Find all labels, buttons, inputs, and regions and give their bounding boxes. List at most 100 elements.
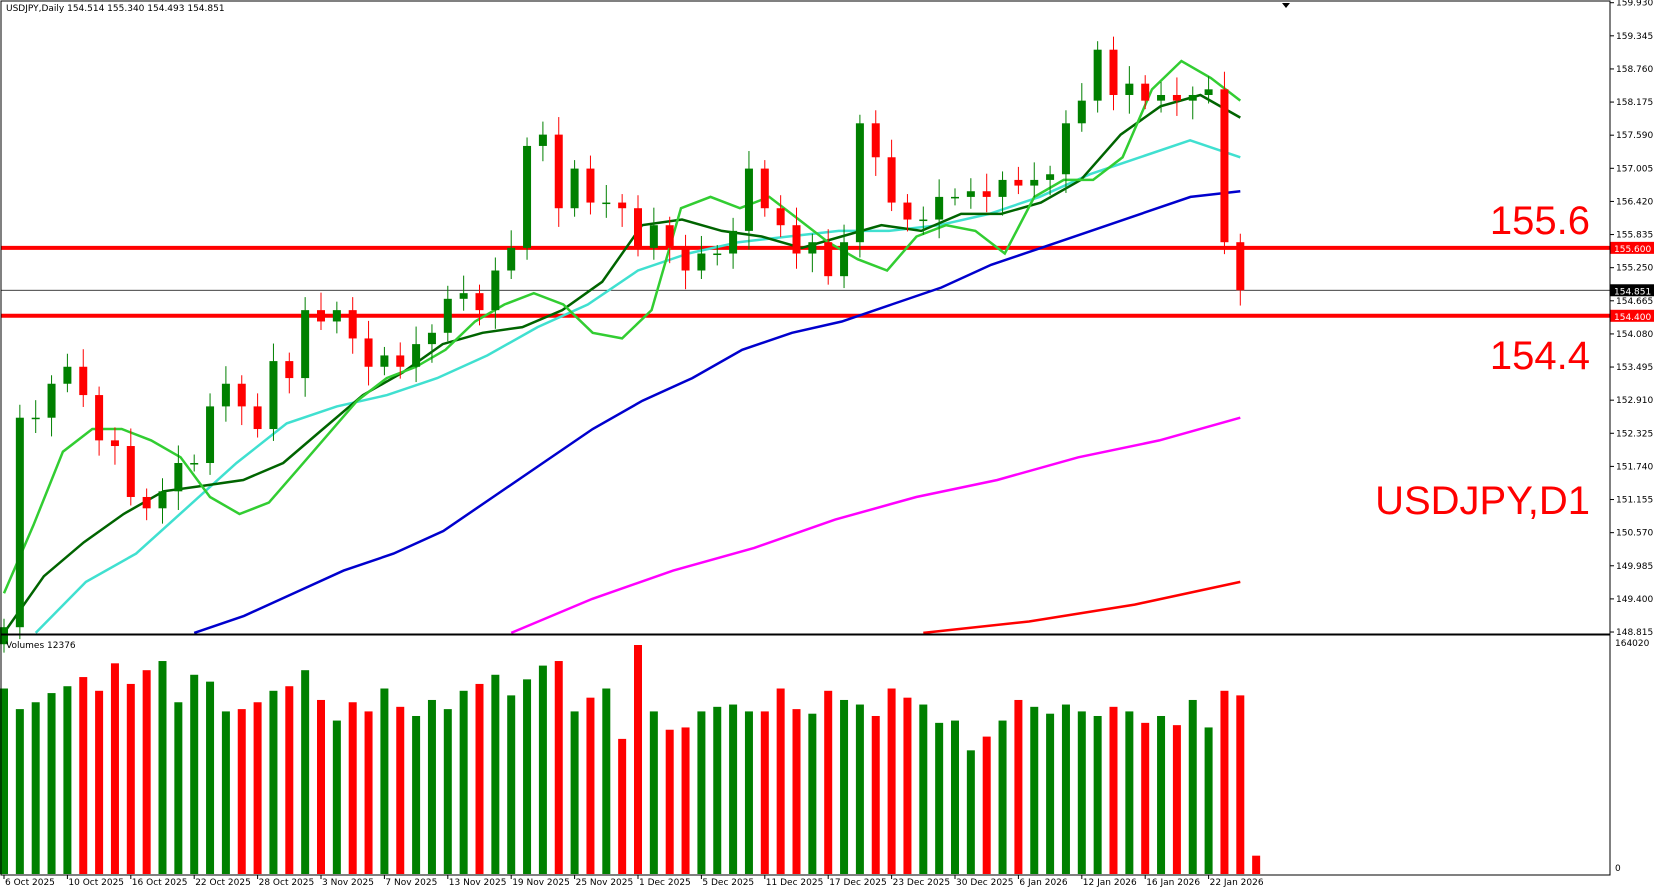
candle-body <box>174 463 183 492</box>
volume-bar <box>887 688 896 874</box>
axes <box>0 0 1611 876</box>
candle-body <box>380 355 389 367</box>
volume-axis-max: 164020 <box>1615 639 1650 649</box>
price-tick-label: 157.590 <box>1616 131 1653 141</box>
candle-body <box>237 383 246 407</box>
time-tick-label: 23 Dec 2025 <box>893 878 951 888</box>
volume-bar <box>1030 706 1039 874</box>
time-tick-label: 22 Jan 2026 <box>1210 878 1264 888</box>
candle-body <box>0 627 8 645</box>
candle-body <box>1204 89 1213 95</box>
price-tick-label: 154.665 <box>1616 297 1653 307</box>
candle-body <box>443 298 452 333</box>
volume-bar <box>301 670 310 874</box>
time-axis: 6 Oct 2025 10 Oct 2025 16 Oct 2025 22 Oct 2… <box>3 875 1264 888</box>
candle-body <box>190 463 199 465</box>
volume-bar <box>634 645 642 874</box>
candle-body <box>919 219 928 222</box>
price-tick-label: 156.420 <box>1616 197 1653 207</box>
price-tick-label: 151.155 <box>1616 496 1653 506</box>
candle-body <box>538 134 547 146</box>
candle-body <box>824 242 833 277</box>
volume-bar <box>1109 706 1118 874</box>
volume-bar <box>475 683 484 874</box>
price-tick-label: 158.175 <box>1616 98 1653 108</box>
candle-body <box>253 406 262 430</box>
volume-bar <box>1236 695 1245 874</box>
level-price-tag <box>1610 241 1654 254</box>
volume-bar <box>427 699 436 874</box>
volume-bars <box>0 645 1261 874</box>
volume-bar <box>0 688 8 874</box>
volume-bar <box>459 690 468 874</box>
level-price-tag-text: 155.600 <box>1614 245 1651 255</box>
time-tick-label: 5 Dec 2025 <box>702 878 754 888</box>
level-label-lower: 154.4 <box>1490 334 1590 378</box>
volume-bar <box>1157 715 1166 874</box>
volume-bar <box>998 720 1007 874</box>
volume-bar <box>760 711 769 874</box>
time-tick-label: 25 Nov 2025 <box>576 878 634 888</box>
ma-slow-red <box>923 580 1241 635</box>
candle-body <box>15 417 24 628</box>
candle-body <box>1141 83 1150 101</box>
volume-axis-min: 0 <box>1615 864 1621 874</box>
candle-body <box>158 491 167 509</box>
volume-bar <box>1188 699 1197 874</box>
candle-body <box>475 293 484 311</box>
volume-bar <box>396 706 405 874</box>
candle-body <box>618 202 627 209</box>
volume-bar <box>697 711 706 874</box>
candle-body <box>206 406 215 464</box>
volume-bar <box>1141 722 1150 874</box>
candle-body <box>1061 123 1070 175</box>
candle-body <box>317 310 325 322</box>
current-price-tag-text: 154.851 <box>1614 287 1651 297</box>
shift-marker-icon[interactable] <box>1282 3 1290 8</box>
candle-body <box>586 168 595 203</box>
candle-body <box>982 191 991 197</box>
volume-bar <box>269 690 278 874</box>
time-tick-label: 1 Dec 2025 <box>639 878 691 888</box>
volume-bar <box>570 711 579 874</box>
candle-body <box>412 344 421 367</box>
time-tick-label: 28 Oct 2025 <box>259 878 315 888</box>
price-tick-label: 152.325 <box>1616 429 1653 439</box>
candle-body <box>348 310 357 339</box>
candle-body <box>951 196 959 199</box>
candle-body <box>126 446 135 497</box>
price-tick-label: 155.250 <box>1616 264 1653 274</box>
candle-body <box>760 168 769 209</box>
candle-body <box>1093 49 1102 101</box>
ma-blue <box>193 189 1241 635</box>
candle-body <box>649 225 658 248</box>
candle-body <box>998 179 1007 197</box>
candle-body <box>31 417 40 420</box>
volume-bar <box>903 697 912 874</box>
candle-body <box>871 123 880 158</box>
ma-magenta <box>510 416 1241 635</box>
candle-body <box>776 208 785 226</box>
candle-body <box>713 253 722 256</box>
volume-bar <box>380 688 389 874</box>
candle-body <box>459 293 468 299</box>
volume-bar <box>79 677 88 874</box>
volume-bar <box>649 711 658 874</box>
volume-bar <box>110 663 119 874</box>
candle-body <box>634 208 642 248</box>
volume-bar <box>808 713 817 874</box>
volume-bar <box>1061 704 1070 874</box>
volume-bar <box>206 681 215 874</box>
volume-bar <box>364 711 373 874</box>
volume-bar <box>1093 715 1102 874</box>
volume-bar <box>15 709 24 874</box>
volume-bar <box>602 688 611 874</box>
price-tick-label: 149.400 <box>1616 595 1653 605</box>
volume-pane-frame <box>0 634 1611 876</box>
price-pane-frame <box>0 0 1611 635</box>
candle-body <box>602 202 611 205</box>
volume-bar <box>586 697 595 874</box>
chart-header: USDJPY,Daily 154.514 155.340 154.493 154… <box>6 4 225 14</box>
volume-bar <box>855 704 864 874</box>
